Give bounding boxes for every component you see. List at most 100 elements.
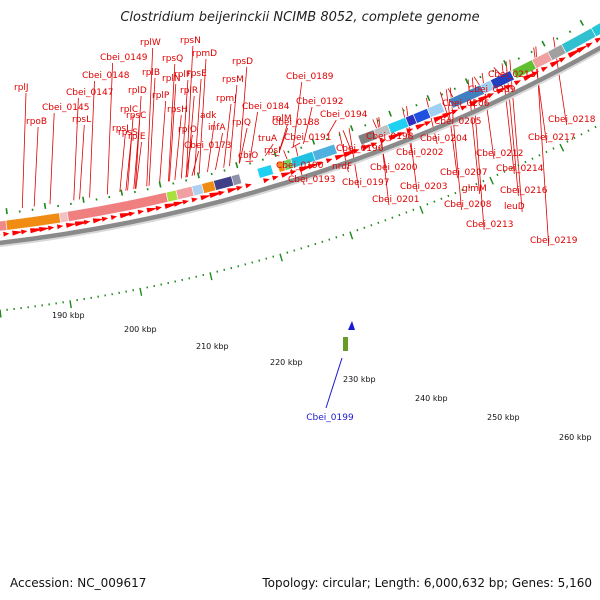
- gene-arrow[interactable]: [406, 128, 414, 134]
- gene-arrow[interactable]: [92, 218, 104, 224]
- gene-arrow[interactable]: [576, 45, 589, 53]
- gene-label[interactable]: rpsN: [180, 36, 201, 46]
- gene-label[interactable]: adk: [200, 111, 217, 121]
- gene-label[interactable]: rpmD: [192, 49, 217, 59]
- gene-label[interactable]: rplR: [180, 86, 198, 96]
- gene-label[interactable]: Cbei_0206: [442, 99, 490, 109]
- gene-label[interactable]: rplP: [152, 91, 170, 101]
- gene-label[interactable]: Cbei_0192: [296, 97, 343, 107]
- gene-label[interactable]: rpsS: [118, 128, 138, 138]
- gene-label[interactable]: rplW: [140, 38, 161, 48]
- gene-label[interactable]: Cbei_0173: [184, 141, 231, 151]
- gene-label[interactable]: Cbei_0217: [528, 133, 575, 143]
- gene-arrow[interactable]: [83, 219, 91, 225]
- gene-arrow[interactable]: [325, 158, 333, 164]
- gene-label[interactable]: Cbei_0145: [42, 103, 89, 113]
- gene-label[interactable]: rpsE: [187, 69, 207, 79]
- selected-gene-group[interactable]: Cbei_0199: [306, 321, 355, 423]
- gene-label[interactable]: infA: [208, 123, 226, 133]
- gene-arrow[interactable]: [379, 139, 387, 144]
- gene-label[interactable]: rpsD: [232, 57, 253, 67]
- gene-label[interactable]: truA: [258, 134, 278, 144]
- gene-arrow[interactable]: [280, 172, 293, 178]
- gene-arrow[interactable]: [334, 154, 346, 161]
- gene-arrow[interactable]: [101, 216, 109, 222]
- gene-arrow[interactable]: [146, 207, 158, 213]
- gene-label[interactable]: rpsM: [222, 75, 244, 85]
- selected-gene-arrow-icon[interactable]: [348, 321, 355, 330]
- gene-block[interactable]: [426, 102, 446, 119]
- gene-arrow[interactable]: [504, 84, 513, 90]
- gene-block[interactable]: [489, 70, 515, 90]
- gene-label[interactable]: glmM: [462, 184, 487, 194]
- gene-arrow[interactable]: [173, 201, 185, 207]
- gene-arrow[interactable]: [549, 59, 562, 68]
- gene-arrow[interactable]: [191, 197, 198, 203]
- gene-label[interactable]: Cbei_0147: [66, 88, 113, 98]
- gene-arrow[interactable]: [540, 66, 548, 72]
- gene-label[interactable]: rplM: [272, 114, 292, 124]
- gene-arrow[interactable]: [47, 225, 55, 231]
- gene-label[interactable]: rplN: [162, 74, 181, 84]
- gene-arrow[interactable]: [370, 142, 378, 148]
- gene-label[interactable]: Cbei_0202: [396, 148, 443, 158]
- gene-arrow[interactable]: [487, 93, 495, 99]
- gene-label[interactable]: rplF: [174, 70, 191, 80]
- gene-arrow[interactable]: [271, 175, 279, 181]
- gene-label[interactable]: Cbei_0188: [272, 118, 320, 128]
- gene-label[interactable]: Cbei_0204: [420, 134, 468, 144]
- gene-arrow[interactable]: [531, 71, 539, 77]
- gene-label[interactable]: rplO: [178, 125, 197, 135]
- gene-arrow[interactable]: [513, 80, 522, 86]
- gene-arrow[interactable]: [469, 99, 481, 107]
- gene-label[interactable]: Cbei_0208: [444, 200, 492, 210]
- gene-label[interactable]: Cbei_0205: [434, 117, 481, 127]
- gene-label[interactable]: rplD: [128, 86, 147, 96]
- gene-label[interactable]: rpsH: [167, 105, 188, 115]
- gene-label[interactable]: Cbei_0212: [476, 149, 523, 159]
- gene-label[interactable]: nrdF: [332, 162, 352, 172]
- gene-arrow[interactable]: [361, 144, 373, 151]
- gene-arrow[interactable]: [352, 149, 360, 154]
- gene-label[interactable]: Cbei_0149: [100, 53, 148, 63]
- gene-block[interactable]: [590, 5, 600, 38]
- gene-label[interactable]: Cbei_0184: [242, 102, 290, 112]
- gene-arrow[interactable]: [245, 183, 252, 189]
- gene-arrow[interactable]: [128, 211, 136, 217]
- gene-label[interactable]: rpmJ: [216, 94, 237, 104]
- selected-gene-label[interactable]: Cbei_0199: [306, 413, 354, 423]
- gene-arrow[interactable]: [3, 231, 10, 237]
- gene-arrow[interactable]: [236, 186, 243, 191]
- gene-arrow[interactable]: [263, 178, 270, 184]
- gene-label[interactable]: Cbei_0209: [468, 85, 516, 95]
- gene-label[interactable]: Cbei_0148: [82, 71, 130, 81]
- gene-label[interactable]: Cbei_0200: [370, 163, 418, 173]
- gene-arrow[interactable]: [415, 123, 427, 130]
- gene-label[interactable]: Cbei_0216: [500, 186, 548, 196]
- gene-arrow[interactable]: [56, 224, 64, 230]
- gene-block[interactable]: [256, 164, 275, 179]
- gene-arrow[interactable]: [585, 42, 593, 49]
- gene-label[interactable]: rpsI: [264, 146, 281, 156]
- gene-label[interactable]: cbiO: [238, 151, 258, 161]
- gene-arrow[interactable]: [289, 170, 297, 176]
- gene-arrow[interactable]: [218, 190, 225, 196]
- gene-block[interactable]: [175, 185, 195, 201]
- gene-label[interactable]: rplC: [120, 105, 138, 115]
- gene-label[interactable]: rpsJ: [112, 124, 129, 134]
- gene-arrow[interactable]: [316, 161, 324, 167]
- gene-arrow[interactable]: [200, 195, 212, 201]
- gene-label[interactable]: Cbei_0201: [372, 195, 419, 205]
- gene-label[interactable]: rpsL: [72, 115, 91, 125]
- gene-label[interactable]: Cbei_0197: [342, 178, 389, 188]
- gene-label[interactable]: Cbei_0213: [466, 220, 513, 230]
- gene-label[interactable]: Cbei_0194: [320, 110, 368, 120]
- gene-label[interactable]: rpsQ: [162, 54, 183, 64]
- gene-arrow[interactable]: [424, 121, 432, 127]
- gene-arrow[interactable]: [558, 57, 566, 63]
- gene-label[interactable]: Cbei_0203: [400, 182, 447, 192]
- gene-label[interactable]: rplE: [128, 132, 146, 142]
- gene-arrow[interactable]: [307, 163, 320, 170]
- gene-arrow[interactable]: [227, 188, 239, 194]
